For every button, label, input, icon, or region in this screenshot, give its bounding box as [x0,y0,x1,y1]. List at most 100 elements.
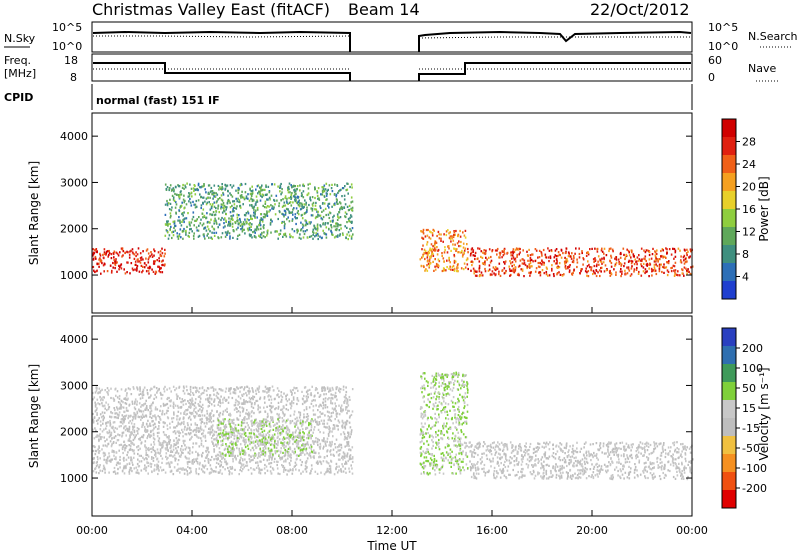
data-cell [239,390,241,393]
data-cell [95,419,98,422]
data-cell [291,472,294,475]
data-cell [233,200,236,203]
data-cell [277,185,279,188]
data-cell [261,434,264,437]
data-cell [331,402,334,405]
data-cell [195,398,197,401]
data-cell [220,218,222,222]
data-cell [228,473,231,476]
data-cell [336,424,338,427]
data-cell [271,183,273,186]
data-cell [466,257,469,260]
data-cell [498,251,501,254]
data-cell [187,417,190,420]
data-cell [208,201,210,204]
data-cell [92,248,94,251]
data-cell [432,252,434,256]
data-cell [265,442,267,446]
data-cell [557,251,560,254]
data-cell [309,196,311,199]
data-cell [600,270,602,273]
data-cell [648,267,650,270]
data-cell [586,251,588,254]
data-cell [150,465,152,468]
data-cell [266,198,269,201]
data-cell [349,227,351,231]
data-cell [129,434,131,437]
data-cell [327,462,330,465]
data-cell [101,404,104,407]
data-cell [237,423,240,426]
data-cell [207,400,210,403]
data-cell [620,264,622,267]
data-cell [188,427,191,430]
data-cell [258,390,260,393]
data-cell [142,434,145,437]
data-cell [169,202,172,205]
data-cell [183,194,185,197]
data-cell [205,389,208,392]
data-cell [165,412,168,415]
data-cell [336,184,339,187]
data-cell [302,224,305,227]
data-cell [223,448,226,451]
data-cell [335,222,337,225]
data-cell [334,202,336,205]
data-cell [155,418,157,421]
data-cell [463,234,466,237]
data-cell [350,429,353,432]
data-cell [235,207,238,210]
data-cell [325,198,327,201]
data-cell [321,439,323,442]
data-cell [166,442,168,445]
data-cell [335,229,338,232]
data-cell [316,423,319,426]
data-cell [299,208,302,211]
data-cell [125,414,128,417]
data-cell [133,415,136,418]
data-cell [660,255,662,258]
data-cell [190,187,193,190]
data-cell [307,187,310,190]
data-cell [128,414,130,417]
data-cell [147,252,150,255]
data-cell [626,266,628,269]
data-cell [619,262,622,265]
data-cell [622,247,625,250]
data-cell [239,184,242,187]
freq-trace [93,62,691,81]
data-cell [673,274,676,277]
data-cell [225,219,227,222]
data-cell [118,268,120,271]
data-cell [292,433,294,436]
data-cell [227,199,229,202]
data-cell [290,211,292,214]
data-cell [424,235,427,238]
data-cell [305,201,307,204]
data-cell [627,267,630,270]
data-cell [640,265,643,268]
data-cell [112,421,115,424]
data-cell [608,247,611,250]
data-cell [586,265,589,268]
data-cell [182,198,185,201]
data-cell [96,463,99,467]
data-cell [132,428,134,431]
noise-sky-trace [92,30,692,52]
data-cell [202,451,204,455]
data-cell [174,201,177,204]
data-cell [243,400,245,403]
data-cell [349,415,351,418]
data-cell [206,422,208,425]
data-cell [589,248,591,251]
data-cell [185,385,188,388]
data-cell [222,202,225,205]
data-cell [93,396,96,399]
data-cell [303,401,306,404]
data-cell [138,410,141,413]
data-cell [252,395,254,398]
data-cell [208,420,210,423]
data-cell [98,403,101,406]
data-cell [111,458,113,461]
data-cell [610,265,613,268]
